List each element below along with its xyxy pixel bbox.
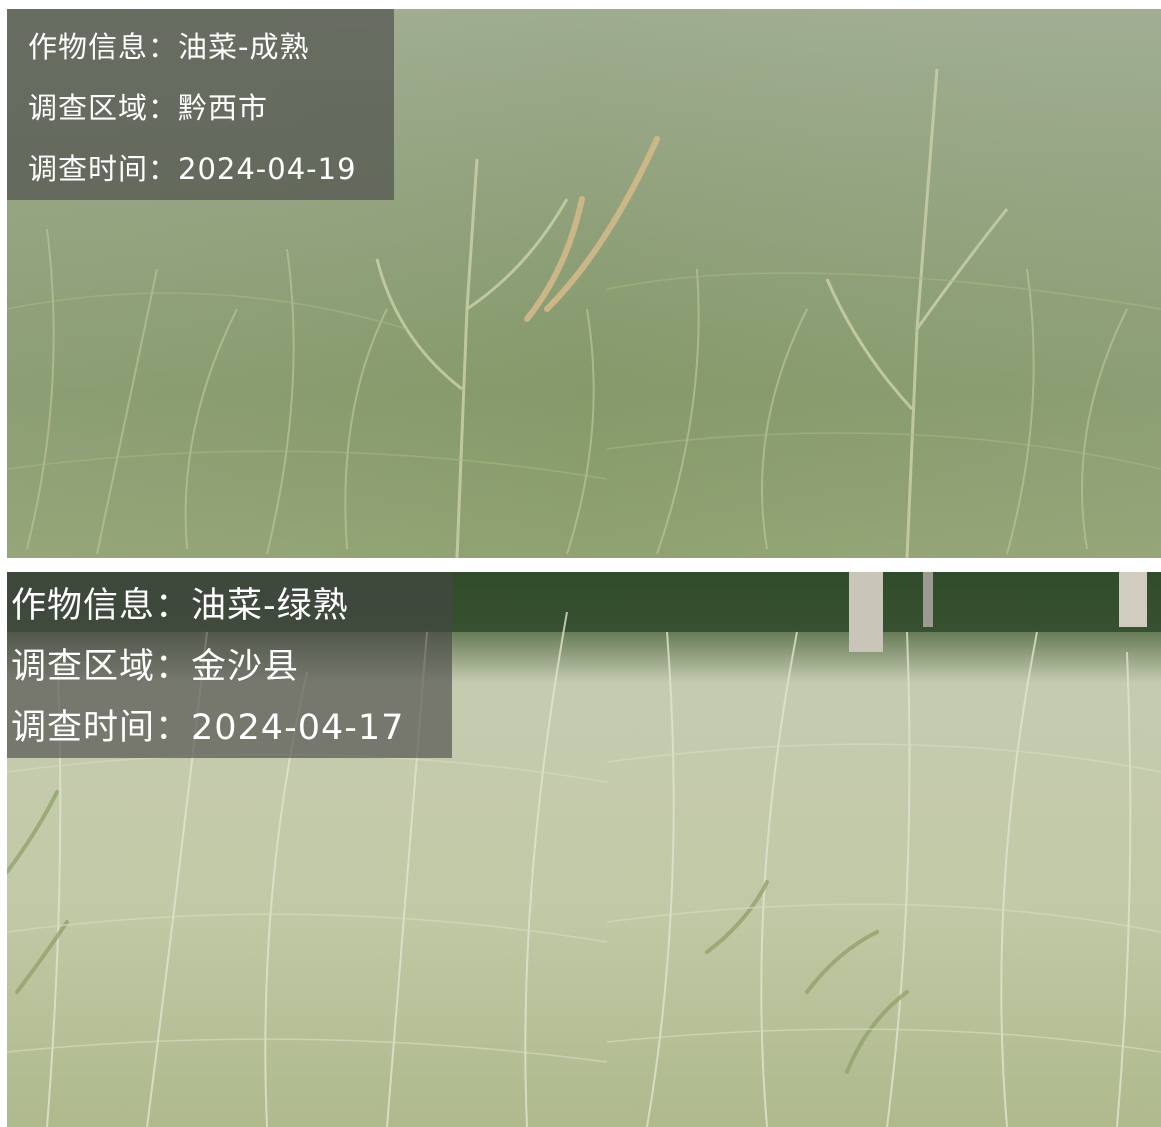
survey-date-label: 调查时间：2024-04-19 xyxy=(28,152,357,186)
photo-caption-mature: 作物信息：油菜-成熟 调查区域：黔西市 调查时间：2024-04-19 xyxy=(7,9,394,200)
photo-rapeseed-mature: 作物信息：油菜-成熟 调查区域：黔西市 调查时间：2024-04-19 xyxy=(7,9,1161,558)
crop-info-label: 作物信息：油菜-成熟 xyxy=(28,30,310,64)
survey-date-label: 调查时间：2024-04-17 xyxy=(11,708,405,748)
crop-info-label: 作物信息：油菜-绿熟 xyxy=(11,586,349,626)
survey-region-label: 调查区域：黔西市 xyxy=(28,91,269,125)
photo-rapeseed-green-mature: 作物信息：油菜-绿熟 调查区域：金沙县 调查时间：2024-04-17 xyxy=(7,572,1161,1127)
survey-region-label: 调查区域：金沙县 xyxy=(11,647,300,687)
photo-caption-green-mature: 作物信息：油菜-绿熟 调查区域：金沙县 调查时间：2024-04-17 xyxy=(7,572,452,758)
